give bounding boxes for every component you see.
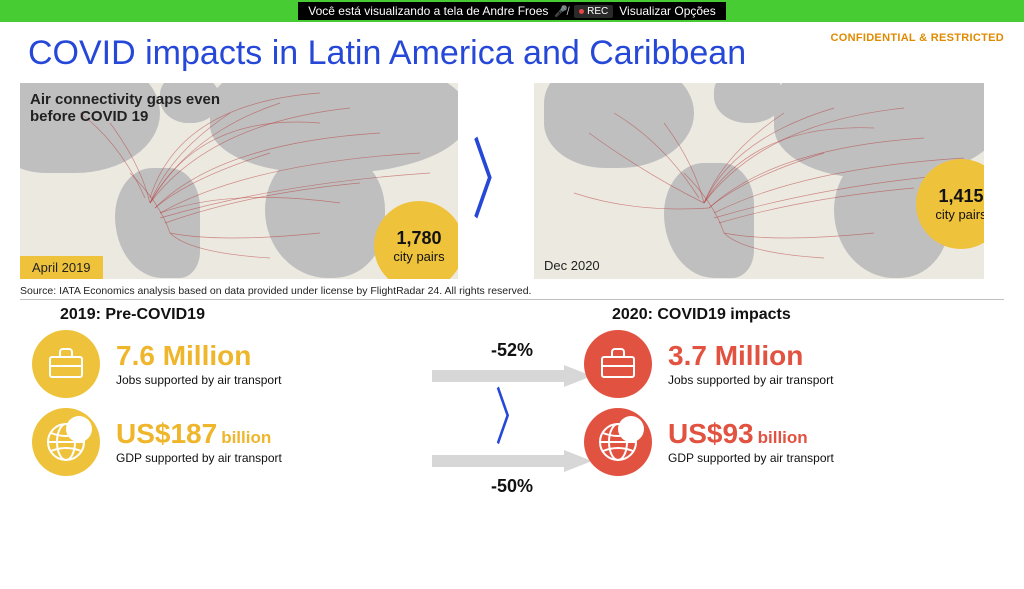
globe-overlay-icon <box>618 416 644 442</box>
gdp-2020-sub: GDP supported by air transport <box>668 451 834 465</box>
mic-muted-icon: 🎤̸ <box>554 5 568 18</box>
stat-gdp-2019: US$187billion GDP supported by air trans… <box>32 408 452 476</box>
screen-share-bar: Você está visualizando a tela de Andre F… <box>0 0 1024 22</box>
recording-badge: REC <box>574 5 613 18</box>
stats-2020-title: 2020: COVID19 impacts <box>612 306 1004 324</box>
gray-arrow-bottom <box>432 450 592 472</box>
screen-share-text: Você está visualizando a tela de Andre F… <box>308 4 548 18</box>
map-2019: Air connectivity gaps even before COVID … <box>20 83 458 279</box>
city-pairs-2019-label: city pairs <box>393 249 444 264</box>
stats-center-column: -52% 〉 -50% <box>452 306 572 497</box>
recording-dot-icon <box>579 9 584 14</box>
map-2020-date: Dec 2020 <box>544 258 600 273</box>
gdp-2019-sub: GDP supported by air transport <box>116 451 282 465</box>
jobs-2020-value: 3.7 Million <box>668 341 833 370</box>
stats-2019-title: 2019: Pre-COVID19 <box>60 306 452 324</box>
routes-2020-icon <box>534 83 984 279</box>
stat-jobs-2020: 3.7 Million Jobs supported by air transp… <box>584 330 1004 398</box>
screen-share-pill: Você está visualizando a tela de Andre F… <box>298 2 725 20</box>
jobs-2019-sub: Jobs supported by air transport <box>116 373 281 387</box>
source-attribution: Source: IATA Economics analysis based on… <box>20 285 1004 297</box>
divider <box>20 299 1004 300</box>
map-2019-date: April 2019 <box>20 256 103 279</box>
delta-jobs: -52% <box>491 340 533 361</box>
jobs-2019-value: 7.6 Million <box>116 341 281 370</box>
city-pairs-2020-value: 1,415 <box>938 186 983 207</box>
recording-label: REC <box>587 6 608 17</box>
maps-row: Air connectivity gaps even before COVID … <box>20 83 1004 279</box>
stat-jobs-2019: 7.6 Million Jobs supported by air transp… <box>32 330 452 398</box>
stats-2020-column: 2020: COVID19 impacts 3.7 Million Jobs s… <box>572 306 1004 486</box>
gdp-2019-value: US$187billion <box>116 419 282 448</box>
stats-2019-column: 2019: Pre-COVID19 7.6 Million Jobs suppo… <box>20 306 452 486</box>
jobs-2020-sub: Jobs supported by air transport <box>668 373 833 387</box>
globe-overlay-icon <box>66 416 92 442</box>
view-options-button[interactable]: Visualizar Opções <box>619 4 716 18</box>
delta-gdp: -50% <box>491 476 533 497</box>
briefcase-icon <box>32 330 100 398</box>
stats-area: 2019: Pre-COVID19 7.6 Million Jobs suppo… <box>20 306 1004 497</box>
globe-icon <box>584 408 652 476</box>
slide-content: CONFIDENTIAL & RESTRICTED COVID impacts … <box>0 22 1024 497</box>
city-pairs-2019-value: 1,780 <box>396 228 441 249</box>
globe-icon <box>32 408 100 476</box>
maps-arrow: 〉 <box>466 137 526 225</box>
chevron-right-icon: 〉 <box>495 397 529 440</box>
chevron-right-icon: 〉 <box>472 137 520 225</box>
city-pairs-2020-label: city pairs <box>935 207 984 222</box>
stat-gdp-2020: US$93billion GDP supported by air transp… <box>584 408 1004 476</box>
confidential-label: CONFIDENTIAL & RESTRICTED <box>830 32 1004 44</box>
map-2020: Dec 2020 1,415 city pairs <box>534 83 984 279</box>
briefcase-icon <box>584 330 652 398</box>
map-2019-caption: Air connectivity gaps even before COVID … <box>30 91 240 126</box>
gdp-2020-value: US$93billion <box>668 419 834 448</box>
